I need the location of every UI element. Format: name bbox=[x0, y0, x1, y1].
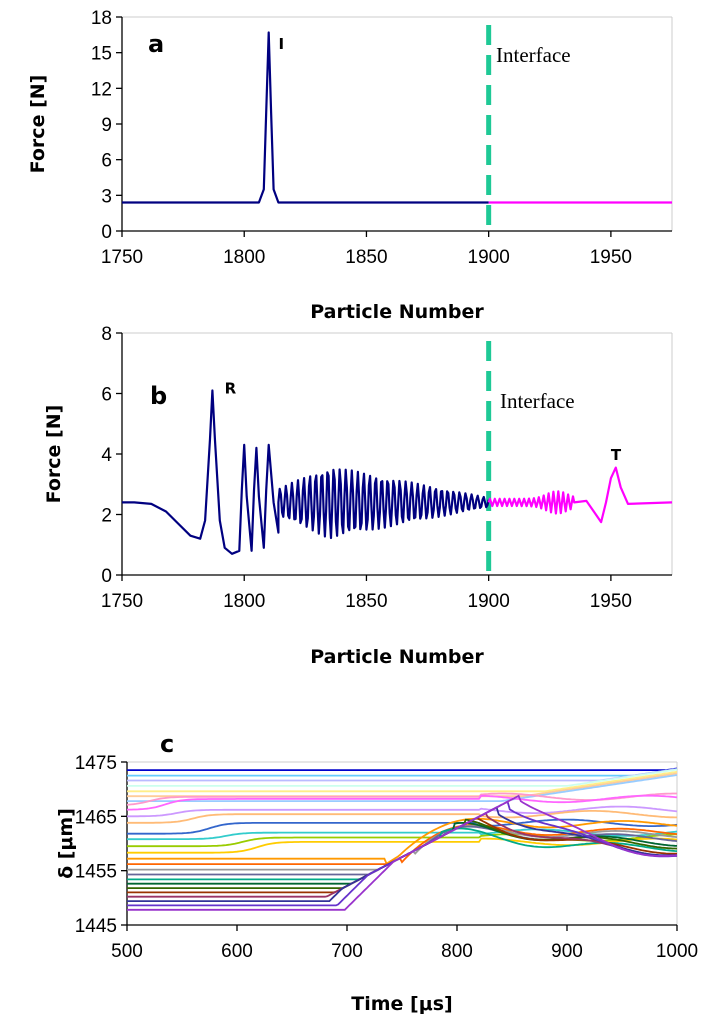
y-tick-label: 12 bbox=[91, 79, 112, 100]
series-line bbox=[127, 774, 678, 802]
panel-label: b bbox=[150, 382, 167, 410]
panel-c-chart: 1445 1455 1465 1475 500 600 700 800 900 1000 Time … bbox=[55, 730, 698, 1015]
x-tick-label: 700 bbox=[331, 941, 363, 962]
panel-label: c bbox=[160, 730, 174, 758]
y-tick-label: 0 bbox=[101, 222, 112, 243]
x-tick-label: 600 bbox=[221, 941, 253, 962]
x-tick-label: 1900 bbox=[468, 591, 510, 612]
y-tick-label: 8 bbox=[101, 324, 112, 345]
x-tick-label: 1950 bbox=[590, 591, 632, 612]
series-line bbox=[122, 31, 489, 204]
series-line bbox=[127, 772, 678, 798]
series-line bbox=[127, 770, 678, 793]
x-axis-label: Particle Number bbox=[310, 301, 484, 323]
series-line bbox=[127, 768, 678, 777]
interface-label: Interface bbox=[500, 389, 575, 413]
series-line bbox=[127, 817, 678, 866]
x-tick-label: 1950 bbox=[590, 247, 632, 268]
y-axis-label: Force [N] bbox=[43, 405, 65, 504]
x-tick-label: 500 bbox=[111, 941, 143, 962]
y-tick-label: 1465 bbox=[75, 807, 117, 828]
annotation-label: I bbox=[278, 35, 284, 53]
y-tick-label: 4 bbox=[101, 445, 112, 466]
y-tick-label: 15 bbox=[91, 44, 112, 65]
x-tick-label: 1000 bbox=[656, 941, 698, 962]
panel-label: a bbox=[148, 30, 164, 58]
panel-b-chart: 0 2 4 6 8 1750 1800 1850 1900 1950 Particle Number… bbox=[43, 324, 673, 668]
series-line bbox=[127, 768, 678, 782]
x-tick-label: 1750 bbox=[101, 247, 143, 268]
x-tick-label: 1900 bbox=[468, 247, 510, 268]
series-line bbox=[487, 466, 673, 524]
y-tick-label: 6 bbox=[101, 151, 112, 172]
series-line bbox=[127, 768, 678, 787]
series-line bbox=[127, 794, 678, 911]
y-axis-label: Force [N] bbox=[27, 75, 49, 174]
x-axis-label: Particle Number bbox=[310, 646, 484, 668]
y-tick-label: 1455 bbox=[75, 862, 117, 883]
x-axis-label: Time [μs] bbox=[351, 993, 452, 1015]
y-tick-label: 18 bbox=[91, 8, 112, 29]
x-tick-label: 1750 bbox=[101, 591, 143, 612]
series-line bbox=[127, 818, 678, 835]
x-tick-label: 900 bbox=[551, 941, 583, 962]
panel-a-chart: 0 3 6 9 12 15 18 1750 1800 1850 1900 1950 Particle N… bbox=[27, 8, 673, 323]
y-tick-label: 1475 bbox=[75, 753, 117, 774]
y-tick-label: 2 bbox=[101, 506, 112, 527]
annotation-label: R bbox=[225, 380, 237, 398]
y-tick-label: 1445 bbox=[75, 916, 117, 937]
series-line bbox=[122, 389, 490, 555]
y-tick-label: 3 bbox=[101, 186, 112, 207]
x-tick-label: 1800 bbox=[223, 247, 265, 268]
y-tick-label: 9 bbox=[101, 115, 112, 136]
x-tick-label: 1850 bbox=[345, 591, 387, 612]
y-tick-label: 6 bbox=[101, 385, 112, 406]
annotation-label: T bbox=[611, 446, 622, 464]
series-line bbox=[127, 805, 678, 818]
series-line bbox=[126, 792, 677, 806]
y-tick-label: 0 bbox=[101, 566, 112, 587]
series-line bbox=[127, 810, 677, 824]
series-line bbox=[126, 794, 678, 811]
x-tick-label: 1800 bbox=[223, 591, 265, 612]
series-line bbox=[127, 767, 678, 771]
series-line bbox=[127, 817, 677, 894]
x-tick-label: 1850 bbox=[345, 247, 387, 268]
x-tick-label: 800 bbox=[441, 941, 473, 962]
y-axis-label: δ [μm] bbox=[55, 808, 77, 879]
interface-label: Interface bbox=[496, 43, 571, 67]
